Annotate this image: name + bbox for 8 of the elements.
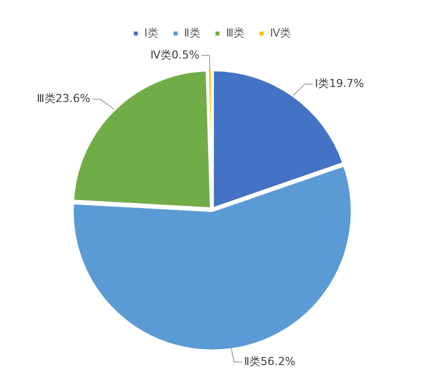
- data-label: Ⅱ类56.2%: [244, 354, 296, 368]
- legend-label: Ⅳ类: [270, 26, 292, 40]
- data-label: Ⅲ类23.6%: [36, 92, 90, 106]
- legend-label: Ⅲ类: [226, 26, 245, 40]
- legend-label: Ⅱ类: [184, 26, 200, 40]
- legend-label: Ⅰ类: [144, 26, 159, 40]
- data-label: Ⅰ类19.7%: [314, 76, 364, 90]
- data-label: Ⅳ类0.5%: [150, 48, 200, 62]
